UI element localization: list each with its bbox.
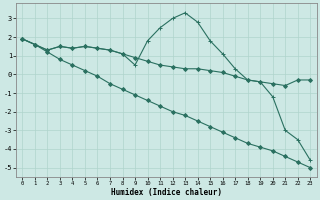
X-axis label: Humidex (Indice chaleur): Humidex (Indice chaleur)	[111, 188, 222, 197]
